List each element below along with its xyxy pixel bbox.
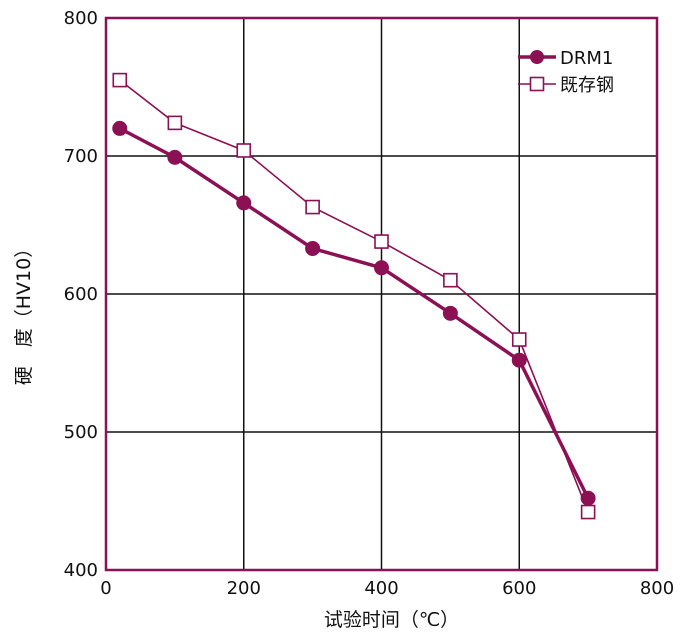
data-point — [112, 120, 128, 136]
y-axis-label: 硬 度（HV10） — [13, 239, 35, 385]
x-tick-label: 0 — [100, 578, 111, 599]
series-layer — [112, 72, 596, 520]
series-drm1 — [112, 120, 596, 506]
data-point — [167, 149, 183, 165]
x-tick-label: 600 — [502, 578, 536, 599]
x-axis-label: 试验时间（℃） — [324, 609, 459, 631]
data-point — [374, 234, 389, 249]
data-point — [305, 199, 320, 215]
y-tick-label: 800 — [64, 8, 98, 29]
y-tick-label: 500 — [64, 422, 98, 443]
data-point — [236, 195, 252, 211]
data-point — [167, 115, 183, 131]
data-point — [511, 352, 527, 368]
plot-frame — [104, 16, 659, 572]
series-line — [118, 126, 590, 500]
legend-marker — [530, 50, 544, 64]
y-tick-label: 600 — [64, 284, 98, 305]
legend-item: DRM1 — [518, 48, 613, 69]
data-point — [305, 240, 321, 256]
data-point — [511, 332, 527, 347]
data-point — [374, 260, 389, 276]
x-tick-label: 400 — [364, 578, 398, 599]
grid-lines — [106, 18, 657, 570]
data-point — [112, 72, 128, 88]
legend: DRM1 既存钢 — [518, 48, 614, 96]
legend-label: 既存钢 — [560, 75, 614, 96]
data-point — [580, 504, 596, 520]
legend-label: DRM1 — [560, 48, 613, 69]
y-tick-label: 400 — [64, 560, 98, 581]
tick-labels: 0 200 400 600 800 400 500 600 700 800 — [64, 8, 675, 599]
y-tick-label: 700 — [64, 146, 98, 167]
legend-marker — [529, 76, 545, 92]
series-existing-steel — [112, 72, 596, 520]
data-point — [236, 143, 252, 158]
x-tick-label: 200 — [227, 578, 261, 599]
series-line — [119, 79, 589, 513]
data-point — [443, 272, 458, 288]
legend-item: 既存钢 — [518, 75, 614, 96]
data-point — [442, 305, 458, 321]
x-tick-label: 800 — [640, 578, 674, 599]
